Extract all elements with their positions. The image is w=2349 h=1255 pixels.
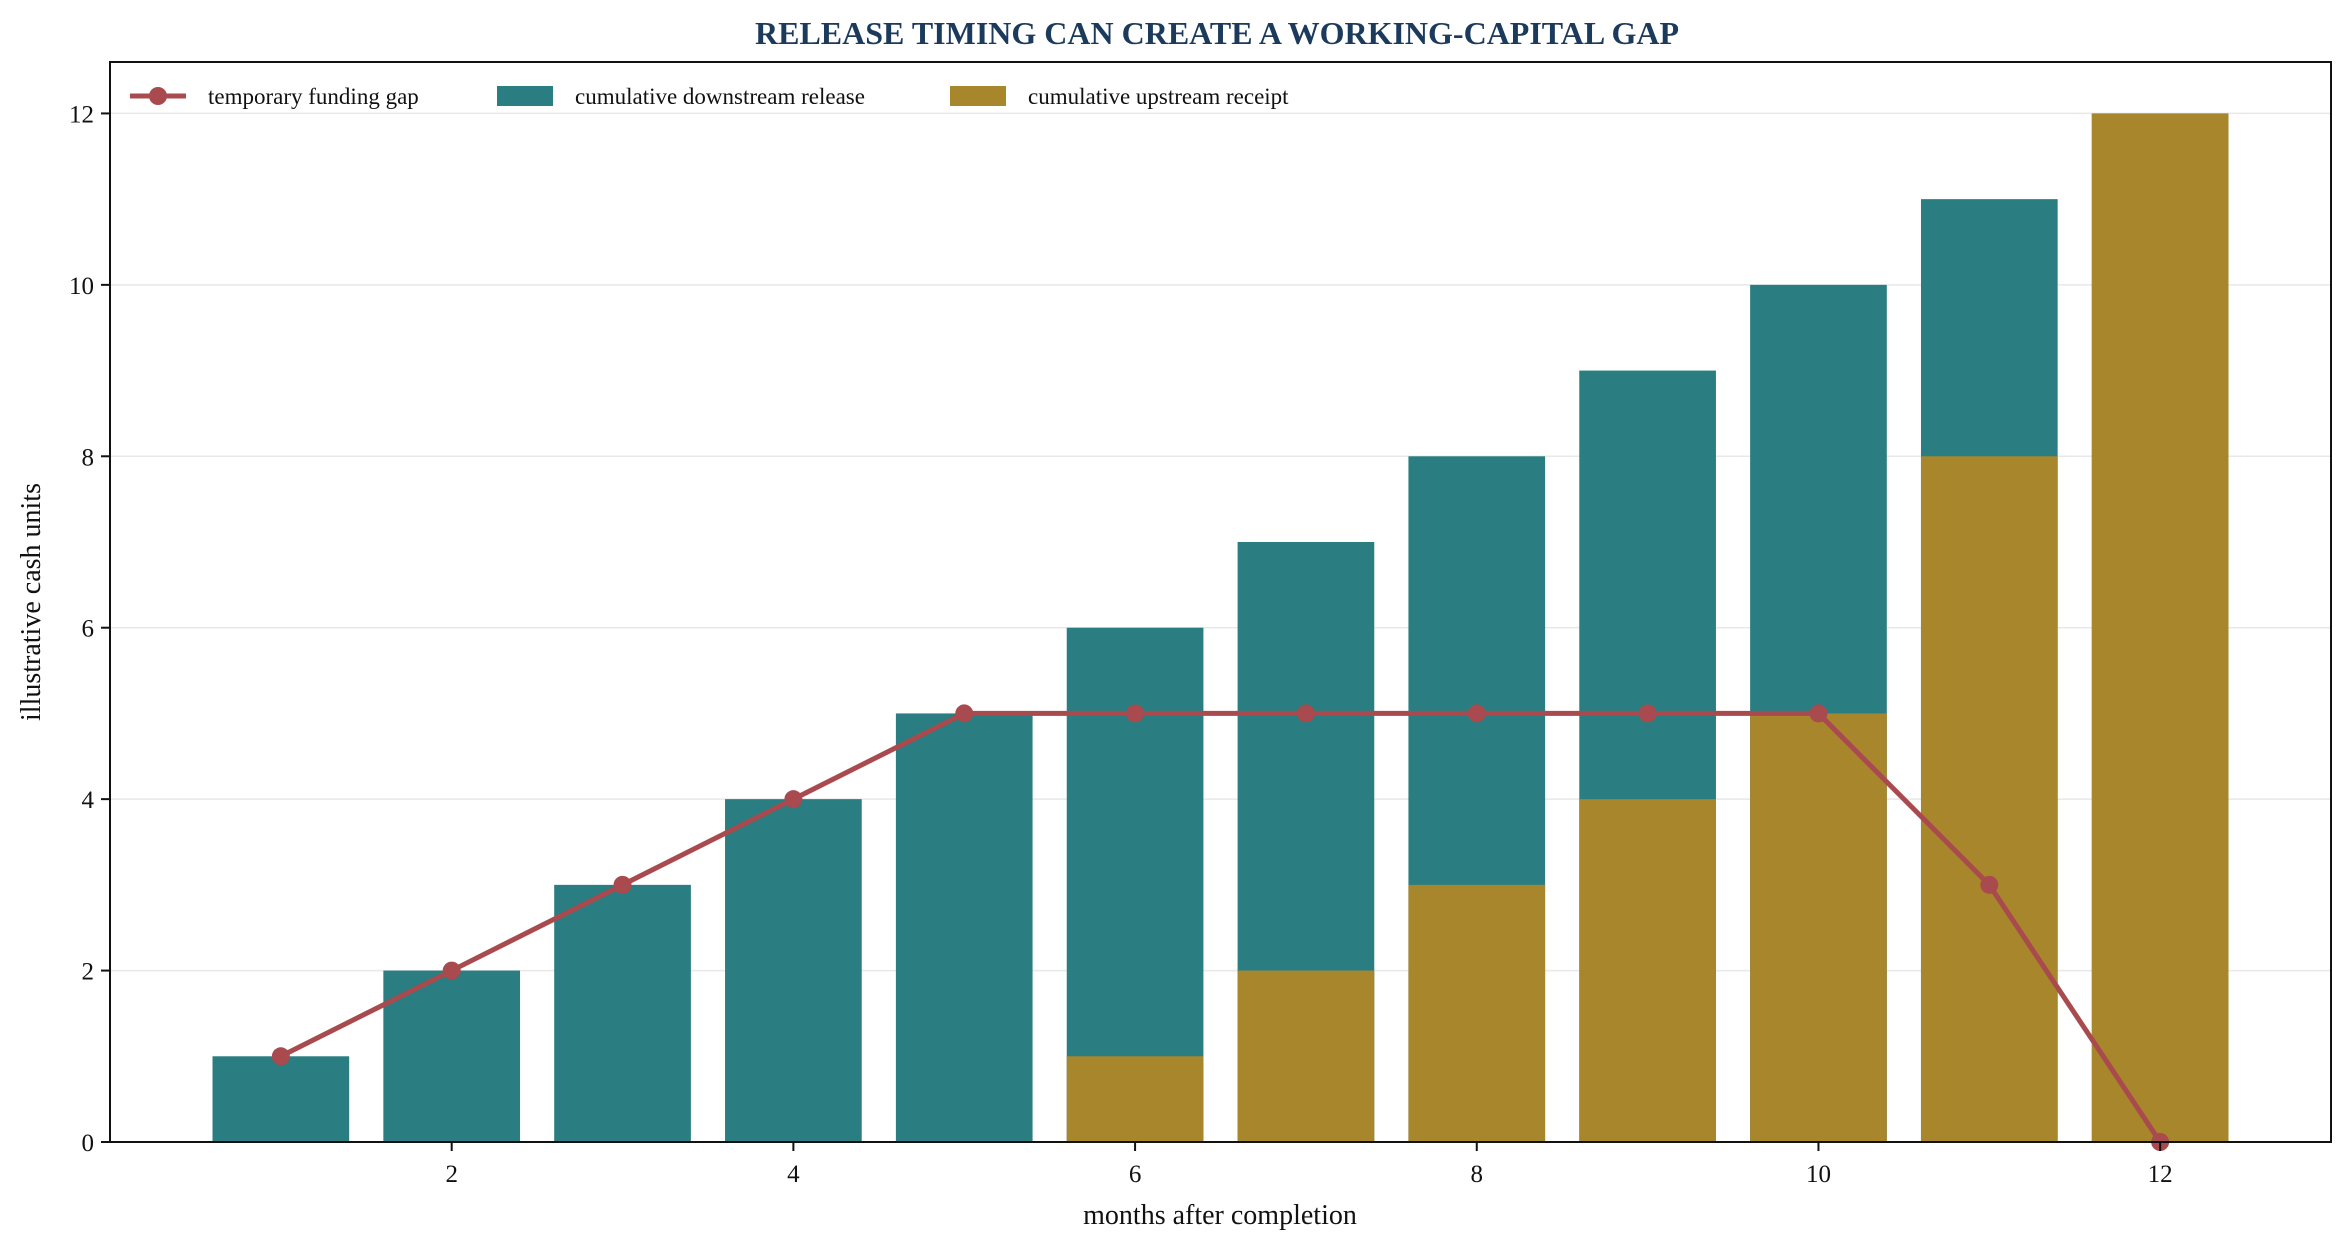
funding-gap-point — [1296, 704, 1315, 723]
downstream-release-bar — [554, 884, 691, 1142]
legend-label: cumulative upstream receipt — [1028, 84, 1289, 109]
y-tick-label: 8 — [82, 444, 95, 471]
downstream-release-bar — [212, 1056, 350, 1142]
y-tick-label: 6 — [82, 616, 95, 643]
bars — [212, 113, 2229, 1143]
y-tick-label: 2 — [82, 959, 95, 986]
x-tick-label: 12 — [2148, 1161, 2173, 1188]
funding-gap-point — [784, 790, 803, 809]
downstream-release-bar — [383, 970, 521, 1142]
x-tick-label: 4 — [787, 1161, 800, 1188]
axes: 0 2 4 6 8 10 12 2 4 6 8 10 12 — [69, 101, 2173, 1188]
legend-label: temporary funding gap — [208, 84, 419, 109]
legend: temporary funding gap cumulative downstre… — [130, 84, 1289, 109]
downstream-release-bar — [895, 713, 1033, 1142]
downstream-release-bar — [725, 799, 862, 1142]
upstream-receipt-bar — [1920, 456, 2058, 1142]
upstream-receipt-bar — [1237, 970, 1375, 1142]
upstream-receipt-bar — [1579, 799, 1716, 1142]
y-tick-label: 12 — [69, 101, 94, 128]
funding-gap-point — [1980, 875, 1999, 894]
funding-gap-point — [955, 704, 974, 723]
funding-gap-point — [442, 961, 461, 980]
legend-swatch-downstream — [497, 86, 553, 106]
y-tick-label: 10 — [69, 273, 94, 300]
x-tick-label: 2 — [445, 1161, 458, 1188]
y-tick-label: 0 — [82, 1130, 95, 1157]
funding-gap-point — [1638, 704, 1657, 723]
funding-gap-polyline — [279, 710, 2163, 1144]
funding-gap-point — [1809, 704, 1828, 723]
x-tick-label: 10 — [1806, 1161, 1831, 1188]
legend-marker-funding-gap — [149, 87, 167, 105]
x-tick-label: 8 — [1471, 1161, 1484, 1188]
funding-gap-point — [1467, 704, 1486, 723]
x-axis-label: months after completion — [1083, 1200, 1357, 1231]
upstream-receipt-bar — [1066, 1056, 1204, 1142]
upstream-receipt-bar — [2091, 113, 2229, 1142]
y-axis-label: illustrative cash units — [16, 483, 47, 721]
plot-frame — [109, 61, 2332, 1143]
funding-gap-point — [613, 875, 632, 894]
upstream-receipt-bar — [1408, 884, 1546, 1142]
legend-swatch-upstream — [950, 86, 1006, 106]
x-tick-label: 6 — [1129, 1161, 1142, 1188]
y-tick-label: 4 — [82, 787, 95, 814]
funding-gap-point — [271, 1047, 290, 1066]
legend-label: cumulative downstream release — [575, 84, 865, 109]
chart-title: RELEASE TIMING CAN CREATE A WORKING-CAPI… — [755, 15, 1679, 51]
upstream-receipt-bar — [1750, 713, 1887, 1142]
funding-gap-point — [1126, 704, 1145, 723]
